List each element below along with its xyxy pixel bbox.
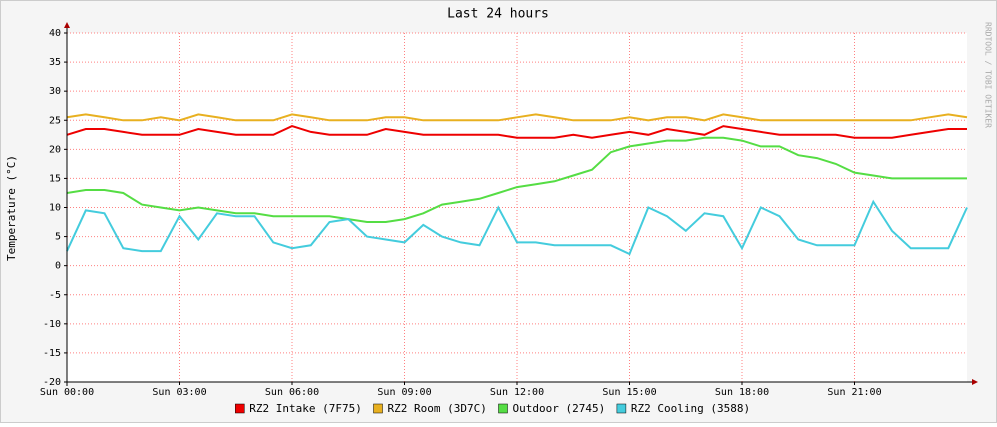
series-line	[66, 125, 967, 139]
legend-label: RZ2 Intake (7F75)	[249, 402, 362, 415]
legend: RZ2 Intake (7F75) RZ2 Room (3D7C) Outdoor …	[235, 402, 750, 415]
x-tick-label: Sun 06:00	[265, 387, 319, 398]
y-arrow	[64, 22, 70, 28]
watermark: RRDTOOL / TOBI OETIKER	[984, 22, 993, 128]
x-tick-label: Sun 21:00	[827, 387, 881, 398]
legend-swatch	[235, 403, 245, 414]
y-tick-label: 20	[49, 144, 61, 155]
x-tick-label: Sun 18:00	[715, 387, 769, 398]
y-tick-label: -10	[43, 319, 61, 330]
chart-title: Last 24 hours	[447, 7, 549, 22]
grid	[66, 32, 967, 383]
x-tick-label: Sun 03:00	[152, 387, 206, 398]
x-tick-label: Sun 15:00	[602, 387, 656, 398]
legend-label: RZ2 Cooling (3588)	[631, 402, 750, 415]
legend-swatch	[373, 403, 383, 414]
legend-label: Outdoor (2745)	[513, 402, 606, 415]
y-axis-label: Temperature (°C)	[5, 155, 18, 261]
y-tick-label: -5	[49, 290, 61, 301]
y-tick-label: -20	[43, 377, 61, 388]
y-tick-label: 15	[49, 173, 61, 184]
y-tick-label: 35	[49, 57, 61, 68]
legend-swatch	[616, 403, 627, 414]
y-tick-label: 5	[55, 232, 61, 243]
x-arrow	[972, 379, 978, 385]
x-tick-label: Sun 09:00	[377, 387, 431, 398]
y-tick-label: 30	[49, 86, 61, 97]
lines	[66, 113, 968, 256]
y-tick-label: 40	[49, 28, 61, 39]
y-tick-label: 25	[49, 115, 61, 126]
x-tick-label: Sun 12:00	[490, 387, 544, 398]
legend-label: RZ2 Room (3D7C)	[388, 402, 487, 415]
x-tick-label: Sun 00:00	[40, 387, 94, 398]
series-line	[66, 199, 968, 256]
series-line	[66, 136, 967, 223]
y-tick-label: 10	[49, 203, 61, 214]
y-tick-label: 0	[55, 261, 61, 272]
y-tick-label: -15	[43, 348, 61, 359]
legend-swatch	[498, 403, 508, 414]
series-line	[66, 113, 968, 122]
